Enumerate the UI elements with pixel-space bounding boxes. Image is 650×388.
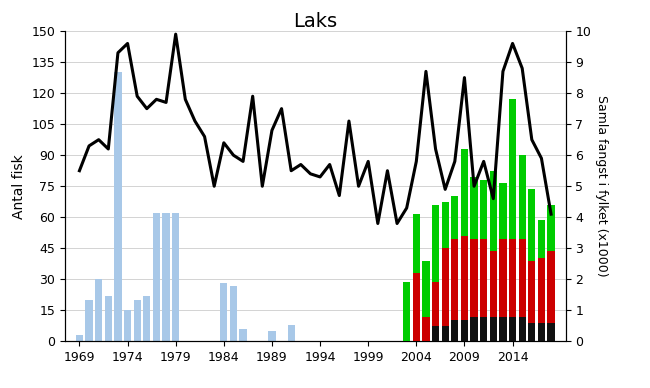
- Bar: [451, 239, 458, 320]
- Bar: [461, 149, 468, 236]
- Bar: [547, 323, 554, 341]
- Bar: [432, 205, 439, 282]
- Bar: [547, 251, 554, 323]
- Bar: [422, 317, 430, 341]
- Bar: [528, 323, 536, 341]
- Bar: [480, 180, 488, 239]
- Bar: [143, 296, 150, 341]
- Bar: [509, 239, 516, 317]
- Title: Laks: Laks: [293, 12, 337, 31]
- Bar: [432, 282, 439, 326]
- Bar: [528, 189, 536, 261]
- Bar: [471, 239, 478, 317]
- Bar: [134, 300, 141, 341]
- Bar: [85, 300, 93, 341]
- Bar: [432, 326, 439, 341]
- Bar: [538, 220, 545, 258]
- Bar: [480, 239, 488, 317]
- Bar: [499, 317, 506, 341]
- Bar: [489, 317, 497, 341]
- Bar: [519, 155, 526, 239]
- Y-axis label: Antal fisk: Antal fisk: [12, 154, 26, 218]
- Bar: [538, 323, 545, 341]
- Bar: [403, 321, 410, 341]
- Bar: [509, 317, 516, 341]
- Bar: [268, 331, 276, 341]
- Bar: [509, 99, 516, 239]
- Bar: [471, 317, 478, 341]
- Bar: [76, 335, 83, 341]
- Bar: [499, 239, 506, 317]
- Bar: [538, 258, 545, 323]
- Bar: [172, 213, 179, 341]
- Bar: [451, 320, 458, 341]
- Bar: [519, 317, 526, 341]
- Bar: [471, 177, 478, 239]
- Bar: [413, 273, 420, 341]
- Bar: [287, 325, 295, 341]
- Bar: [114, 73, 122, 341]
- Bar: [124, 310, 131, 341]
- Bar: [105, 296, 112, 341]
- Bar: [489, 171, 497, 251]
- Bar: [230, 286, 237, 341]
- Bar: [153, 213, 160, 341]
- Bar: [239, 329, 246, 341]
- Bar: [528, 261, 536, 323]
- Bar: [422, 261, 430, 317]
- Bar: [461, 236, 468, 320]
- Bar: [519, 239, 526, 317]
- Bar: [413, 214, 420, 273]
- Bar: [547, 205, 554, 251]
- Bar: [403, 282, 410, 341]
- Bar: [480, 317, 488, 341]
- Bar: [489, 251, 497, 317]
- Bar: [461, 320, 468, 341]
- Bar: [95, 279, 102, 341]
- Y-axis label: Samla fangst i fylket (x1000): Samla fangst i fylket (x1000): [595, 95, 608, 277]
- Bar: [441, 202, 448, 248]
- Bar: [220, 284, 228, 341]
- Bar: [499, 183, 506, 239]
- Bar: [162, 213, 170, 341]
- Bar: [451, 196, 458, 239]
- Bar: [441, 326, 448, 341]
- Bar: [441, 248, 448, 326]
